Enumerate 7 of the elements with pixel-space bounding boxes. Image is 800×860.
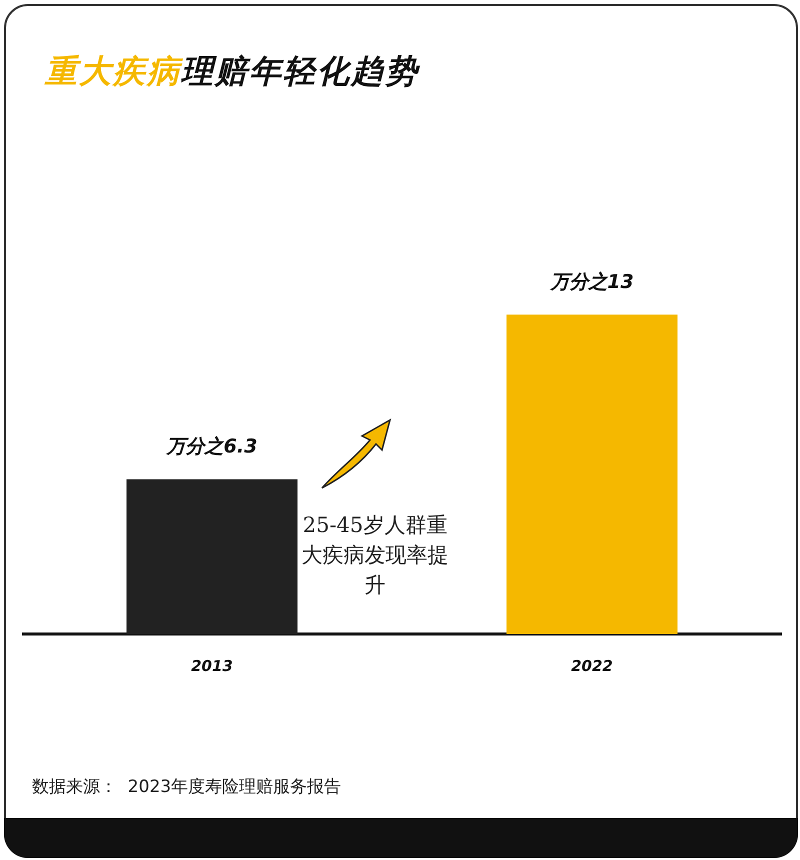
x-tick-label: 2022 — [571, 656, 613, 675]
data-label: 万分之13 — [549, 271, 634, 294]
chart-title: 重大疾病理赔年轻化趋势 — [45, 51, 419, 92]
source-note: 数据来源： 2023年度寿险理赔服务报告 — [32, 776, 342, 798]
annotation: 25-45岁人群重大疾病发现率提升 — [300, 512, 450, 599]
x-tick-label: 2013 — [191, 656, 233, 675]
data-label: 万分之6.3 — [166, 436, 258, 458]
